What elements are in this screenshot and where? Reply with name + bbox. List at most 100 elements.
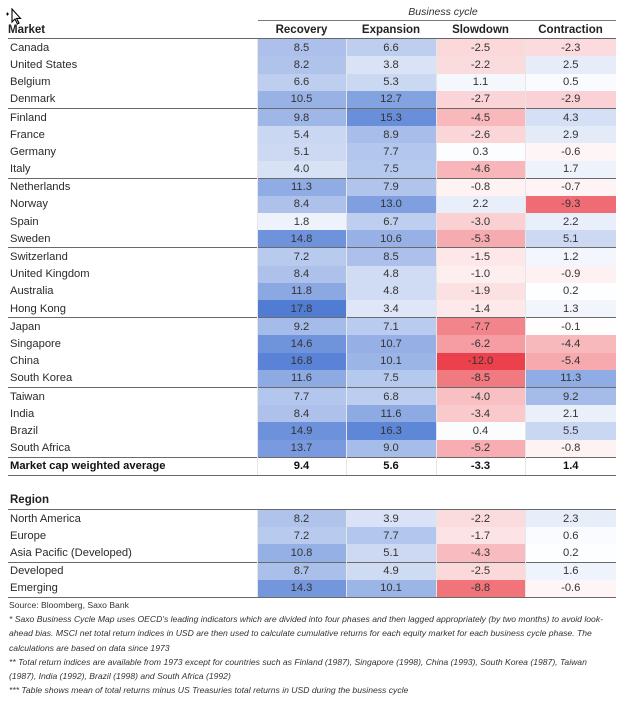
recovery-value: 14.9: [256, 422, 346, 440]
expansion-value: 7.7: [345, 143, 436, 161]
slowdown-value: 0.3: [435, 143, 525, 161]
expansion-value: 5.1: [345, 544, 436, 563]
recovery-value: 8.7: [256, 561, 346, 580]
table-row: Hong Kong 17.8 3.4 -1.4 1.3: [8, 300, 616, 318]
business-cycle-underline: [258, 20, 616, 21]
expansion-value: 4.9: [345, 561, 436, 580]
slowdown-value: -3.0: [435, 213, 525, 231]
average-row: Market cap weighted average 9.4 5.6 -3.3 1.4: [8, 456, 616, 476]
table-row: Switzerland 7.2 8.5 -1.5 1.2: [8, 247, 616, 266]
contraction-value: 2.1: [524, 405, 616, 423]
recovery-value: 10.5: [256, 90, 346, 109]
table-row: Finland 9.8 15.3 -4.5 4.3: [8, 107, 616, 127]
recovery-value: 14.3: [256, 579, 346, 598]
table-row: Denmark 10.5 12.7 -2.7 -2.9: [8, 90, 616, 109]
recovery-value: 5.1: [256, 143, 346, 161]
recovery-value: 9.2: [256, 317, 346, 336]
row-label: Europe: [10, 529, 47, 542]
slowdown-value: 2.2: [435, 195, 525, 214]
table-row: South Korea 11.6 7.5 -8.5 11.3: [8, 369, 616, 388]
expansion-value: 9.0: [345, 439, 436, 458]
row-label: Japan: [8, 317, 257, 336]
contraction-value: -0.6: [524, 143, 616, 161]
recovery-value: 7.2: [256, 247, 346, 266]
row-label: Denmark: [10, 93, 56, 106]
row-label: Canada: [10, 41, 50, 54]
table-row: Asia Pacific (Developed) 10.8 5.1 -4.3 0.2: [8, 544, 616, 563]
contraction-value: 2.5: [524, 56, 616, 74]
recovery-value: 11.6: [256, 369, 346, 388]
slowdown-value: -4.3: [435, 544, 525, 563]
slowdown-value: -1.4: [435, 300, 525, 318]
column-header-contraction: Contraction: [525, 21, 616, 40]
expansion-value: 11.6: [345, 405, 436, 423]
row-label: Singapore: [10, 337, 62, 350]
table-row: Spain 1.8 6.7 -3.0 2.2: [8, 213, 616, 231]
slowdown-value: -8.5: [435, 369, 525, 388]
expansion-value: 3.8: [345, 56, 436, 74]
table-row: Italy 4.0 7.5 -4.6 1.7: [8, 160, 616, 179]
column-header-recovery: Recovery: [257, 21, 346, 40]
row-label: Netherlands: [8, 177, 257, 196]
business-cycle-label: Business cycle: [408, 6, 478, 18]
table-row: Belgium 6.6 5.3 1.1 0.5: [8, 73, 616, 91]
row-label: Norway: [10, 198, 48, 211]
recovery-value: 5.4: [256, 126, 346, 144]
contraction-value: 0.6: [524, 527, 616, 545]
slowdown-value: -5.2: [435, 439, 525, 458]
row-label: Developed: [8, 561, 257, 580]
slowdown-value: -3.3: [435, 456, 525, 476]
recovery-value: 17.8: [256, 300, 346, 318]
table-row: United States 8.2 3.8 -2.2 2.5: [8, 56, 616, 74]
expansion-value: 7.1: [345, 317, 436, 336]
expansion-value: 10.7: [345, 335, 436, 353]
slowdown-value: -5.3: [435, 230, 525, 248]
recovery-value: 8.4: [256, 265, 346, 283]
contraction-value: 0.2: [524, 544, 616, 563]
row-label: Hong Kong: [10, 302, 66, 315]
row-label: Emerging: [8, 579, 257, 598]
slowdown-value: -0.8: [435, 177, 525, 196]
contraction-value: -0.1: [524, 317, 616, 336]
contraction-value: 11.3: [524, 369, 616, 388]
slowdown-value: -8.8: [435, 579, 525, 598]
contraction-value: -0.8: [524, 439, 616, 458]
expansion-value: 13.0: [345, 195, 436, 214]
table-row: Canada 8.5 6.6 -2.5 -2.3: [8, 38, 616, 57]
recovery-value: 14.8: [256, 230, 346, 248]
recovery-value: 1.8: [256, 213, 346, 231]
table-row: Singapore 14.6 10.7 -6.2 -4.4: [8, 335, 616, 353]
row-label: China: [10, 355, 40, 368]
contraction-value: 0.5: [524, 73, 616, 91]
slowdown-value: 0.4: [435, 422, 525, 440]
table-row: Developed 8.7 4.9 -2.5 1.6: [8, 561, 616, 580]
expansion-value: 6.8: [345, 386, 436, 406]
recovery-value: 9.4: [256, 456, 346, 476]
contraction-value: -0.7: [524, 177, 616, 196]
recovery-value: 8.4: [256, 195, 346, 214]
contraction-value: 1.6: [524, 561, 616, 580]
expansion-value: 6.7: [345, 213, 436, 231]
slowdown-value: -1.0: [435, 265, 525, 283]
table-row: Japan 9.2 7.1 -7.7 -0.1: [8, 317, 616, 336]
contraction-value: 5.1: [524, 230, 616, 248]
expansion-value: 10.1: [345, 579, 436, 598]
slowdown-value: -4.6: [435, 160, 525, 179]
contraction-value: -4.4: [524, 335, 616, 353]
slowdown-value: -7.7: [435, 317, 525, 336]
table-row: Europe 7.2 7.7 -1.7 0.6: [8, 527, 616, 545]
table-row: China 16.8 10.1 -12.0 -5.4: [8, 352, 616, 370]
contraction-value: 2.3: [524, 509, 616, 528]
row-label: Taiwan: [8, 386, 257, 406]
slowdown-value: -2.2: [435, 56, 525, 74]
table-row: France 5.4 8.9 -2.6 2.9: [8, 126, 616, 144]
column-header-expansion: Expansion: [346, 21, 436, 40]
expansion-value: 3.4: [345, 300, 436, 318]
row-label: North America: [10, 512, 81, 525]
recovery-value: 6.6: [256, 73, 346, 91]
recovery-value: 13.7: [256, 439, 346, 458]
slowdown-value: -2.6: [435, 126, 525, 144]
row-label: Belgium: [10, 76, 51, 89]
expansion-value: 4.8: [345, 265, 436, 283]
slowdown-value: -1.7: [435, 527, 525, 545]
